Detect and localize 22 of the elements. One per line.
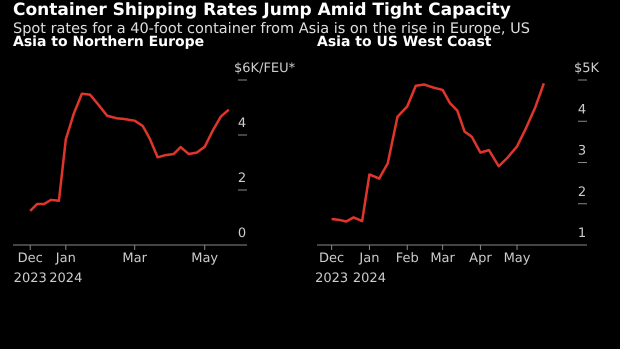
y-tick-label: 2	[578, 184, 586, 200]
x-tick-label: May	[191, 251, 218, 266]
chart-title: Asia to Northern Europe	[13, 34, 206, 50]
x-tick-label: Jan 2024	[49, 251, 82, 286]
x-tick-label: Dec 2023	[315, 251, 348, 286]
y-tick-label: 0	[238, 226, 246, 241]
y-tick-label: $5K	[574, 61, 600, 76]
x-tick-label: Dec 2023	[14, 251, 47, 286]
text: Container Shipping Rates Jump Amid Tight Capacity	[13, 0, 512, 20]
x-tick-label: Mar	[122, 251, 148, 266]
y-tick-label: $6K/FEU*	[234, 61, 296, 76]
y-tick-label: 4	[238, 116, 246, 131]
y-tick-label: 1	[578, 226, 586, 241]
x-tick-label: Mar	[430, 251, 456, 266]
y-tick-label: 2	[238, 171, 246, 186]
y-tick-label: 3	[578, 144, 586, 158]
x-tick-label: Apr	[469, 251, 492, 266]
x-tick-label: Jan 2024	[352, 251, 386, 286]
y-tick-label: 4	[578, 102, 586, 118]
x-tick-label: Feb	[396, 251, 419, 266]
chart-title: Asia to US West Coast	[317, 34, 492, 50]
x-tick-label: May	[504, 251, 531, 266]
